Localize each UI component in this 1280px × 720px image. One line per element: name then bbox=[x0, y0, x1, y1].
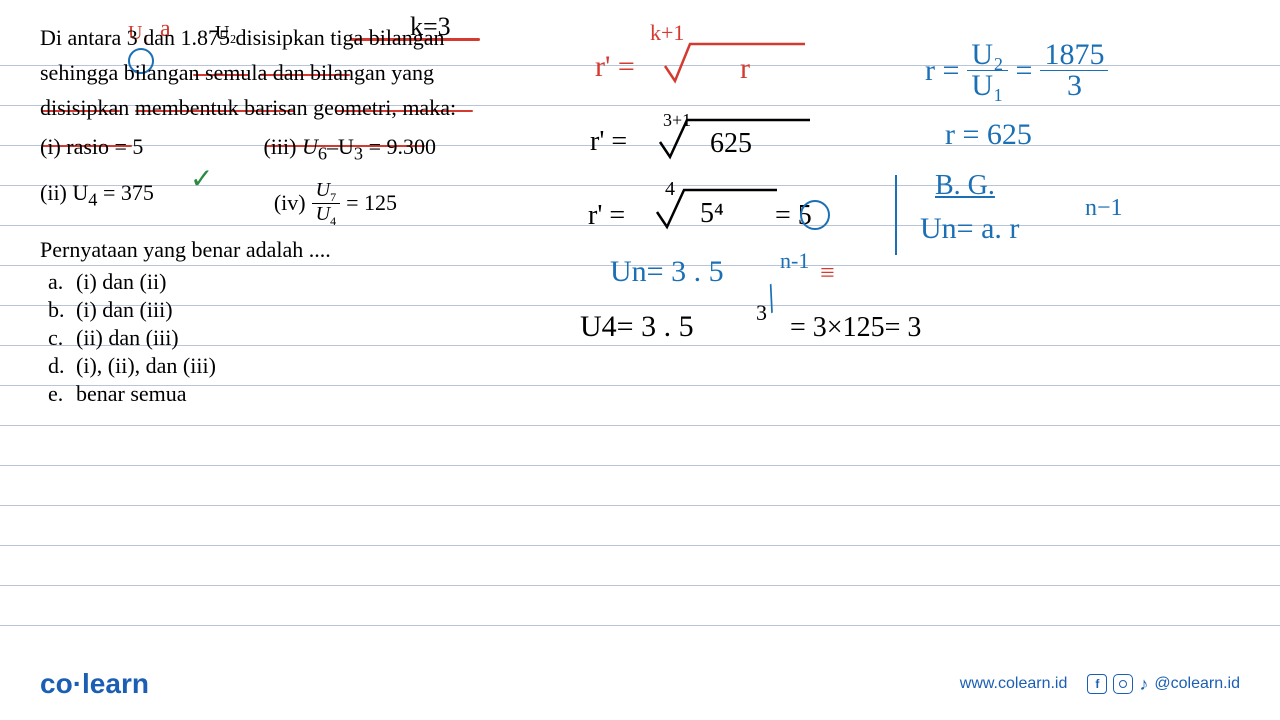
instagram-icon bbox=[1113, 674, 1133, 694]
statement-iii: (iii) U6–U3 = 9.300 bbox=[263, 134, 436, 164]
opt-c: (ii) dan (iii) bbox=[76, 325, 179, 350]
opt-label-c: c. bbox=[48, 325, 76, 351]
problem-line2: sehingga bilangan semula dan bilangan ya… bbox=[40, 55, 580, 90]
problem-text: Di antara 3 dan 1.875 disisipkan tiga bi… bbox=[40, 20, 580, 126]
opt-label-d: d. bbox=[48, 353, 76, 379]
opt-e: benar semua bbox=[76, 381, 187, 406]
footer: co·learn www.colearn.id f ♪ @colearn.id bbox=[40, 668, 1240, 700]
opt-label-e: e. bbox=[48, 381, 76, 407]
statement-ii: (ii) U4 = 375 bbox=[40, 180, 154, 227]
statement-iv: (iv) U7 U4 = 125 bbox=[274, 180, 397, 227]
question-text: Pernyataan yang benar adalah .... bbox=[40, 237, 1240, 263]
footer-url: www.colearn.id bbox=[960, 675, 1068, 693]
statements: (i) rasio = 5 (iii) U6–U3 = 9.300 (ii) U… bbox=[40, 134, 1240, 227]
answer-options: a.(i) dan (ii) b.(i) dan (iii) c.(ii) da… bbox=[40, 269, 1240, 407]
opt-d: (i), (ii), dan (iii) bbox=[76, 353, 216, 378]
footer-handle: @colearn.id bbox=[1154, 675, 1240, 693]
logo: co·learn bbox=[40, 668, 149, 700]
social-icons: f ♪ @colearn.id bbox=[1087, 674, 1240, 695]
statement-i: (i) rasio = 5 bbox=[40, 134, 143, 164]
opt-label-b: b. bbox=[48, 297, 76, 323]
opt-a: (i) dan (ii) bbox=[76, 269, 166, 294]
tiktok-icon: ♪ bbox=[1139, 674, 1148, 695]
problem-line1: Di antara 3 dan 1.875 disisipkan tiga bi… bbox=[40, 20, 580, 55]
opt-label-a: a. bbox=[48, 269, 76, 295]
facebook-icon: f bbox=[1087, 674, 1107, 694]
opt-b: (i) dan (iii) bbox=[76, 297, 173, 322]
problem-line3: disisipkan membentuk barisan geometri, m… bbox=[40, 90, 580, 125]
